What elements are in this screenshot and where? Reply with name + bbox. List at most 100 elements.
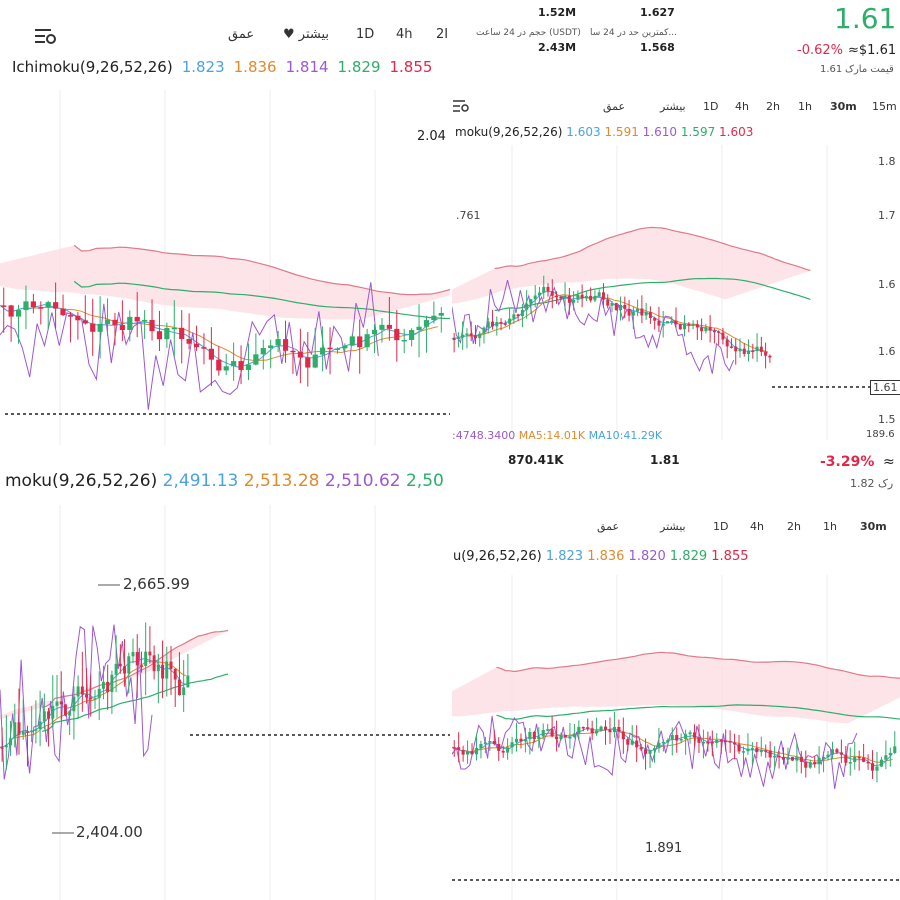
candle — [879, 759, 883, 767]
tab[interactable]: عمق — [228, 27, 255, 42]
candle — [697, 737, 701, 743]
candle — [599, 726, 603, 731]
candle — [161, 664, 165, 679]
candle — [53, 302, 59, 309]
candle — [670, 735, 674, 740]
settings-icon[interactable] — [452, 98, 470, 114]
y-tick-label: 1.5 — [878, 413, 896, 426]
tab[interactable]: 4h — [735, 100, 749, 113]
candle — [97, 688, 101, 699]
candle — [550, 729, 554, 737]
candle — [506, 747, 510, 753]
candle — [156, 664, 160, 672]
value: 2,491.13 — [162, 471, 239, 491]
tab[interactable]: 1h — [823, 520, 837, 533]
candle — [25, 731, 29, 733]
candle — [106, 681, 110, 693]
line — [452, 279, 735, 374]
candle — [580, 294, 584, 299]
value: 1.610 — [642, 125, 678, 139]
candle — [728, 741, 732, 743]
candle — [182, 687, 186, 696]
candle — [104, 319, 111, 324]
tab[interactable]: 2h — [787, 520, 801, 533]
candle — [177, 679, 181, 696]
candle — [97, 323, 103, 332]
candle — [606, 299, 610, 306]
candle — [68, 711, 72, 716]
candle — [60, 308, 66, 316]
candle — [297, 351, 303, 358]
candle — [550, 291, 554, 296]
price-label: 2.04 — [417, 129, 446, 144]
candle — [231, 361, 237, 367]
candle — [173, 668, 177, 680]
candle — [179, 327, 185, 340]
value: 1.855 — [389, 58, 433, 76]
tab[interactable]: 30m — [860, 520, 887, 533]
tab[interactable]: 1D — [356, 27, 375, 42]
settings-icon[interactable] — [33, 26, 59, 46]
tab[interactable]: 15m — [872, 100, 897, 113]
candle — [364, 334, 370, 348]
candle — [0, 747, 4, 749]
candle — [67, 315, 74, 317]
candle — [839, 752, 843, 755]
candle — [118, 663, 122, 667]
y-tick-label: 1.6 — [878, 345, 896, 358]
tab[interactable]: 4h — [750, 520, 764, 533]
candle — [725, 339, 729, 347]
candle — [461, 334, 465, 338]
tab[interactable]: 1D — [713, 520, 729, 533]
tab[interactable]: عمق — [597, 520, 620, 533]
candle — [142, 319, 148, 322]
candle — [51, 705, 55, 719]
value: MA5:14.01K — [518, 429, 586, 442]
tab[interactable]: 1h — [798, 100, 812, 113]
tab[interactable]: 1D — [703, 100, 719, 113]
cloud-edge — [73, 280, 450, 320]
tab[interactable]: 2h — [766, 100, 780, 113]
candle — [737, 744, 741, 752]
candle — [156, 331, 163, 340]
candle — [401, 339, 407, 342]
candle — [759, 346, 763, 352]
tab[interactable]: 2I — [436, 27, 449, 42]
candle — [290, 350, 296, 353]
tab[interactable]: بیشتر — [660, 520, 686, 533]
candle — [15, 310, 22, 317]
price-label: .761 — [456, 209, 481, 222]
candle — [89, 697, 93, 700]
candle — [712, 330, 716, 333]
tab[interactable]: بیشتر — [660, 100, 686, 113]
candle — [452, 747, 456, 749]
stat: 2.43M — [538, 41, 577, 54]
candle — [721, 332, 725, 340]
candle — [469, 333, 473, 336]
candle — [134, 316, 140, 322]
candle — [639, 747, 643, 750]
candle — [572, 299, 576, 303]
candle — [853, 756, 857, 763]
candle — [516, 314, 520, 317]
tab[interactable]: 4h — [396, 27, 413, 42]
candle — [631, 311, 635, 316]
tab[interactable]: عمق — [603, 100, 626, 113]
cloud-edge — [494, 226, 811, 272]
indicator-row: moku(9,26,52,26) 1.603 1.591 1.610 1.597… — [455, 126, 753, 138]
candle — [409, 329, 415, 340]
candle — [795, 756, 799, 761]
candle — [1, 305, 7, 307]
candle — [131, 652, 135, 657]
tab[interactable]: ♥ بیشتر — [283, 27, 330, 42]
candle — [630, 740, 634, 745]
candle — [223, 366, 229, 371]
candle — [127, 316, 133, 330]
candle — [13, 722, 17, 739]
candle — [636, 308, 640, 312]
candle — [452, 338, 456, 341]
candle — [144, 651, 148, 666]
candle — [486, 321, 490, 328]
tab[interactable]: 30m — [830, 100, 857, 113]
candle — [695, 324, 699, 328]
